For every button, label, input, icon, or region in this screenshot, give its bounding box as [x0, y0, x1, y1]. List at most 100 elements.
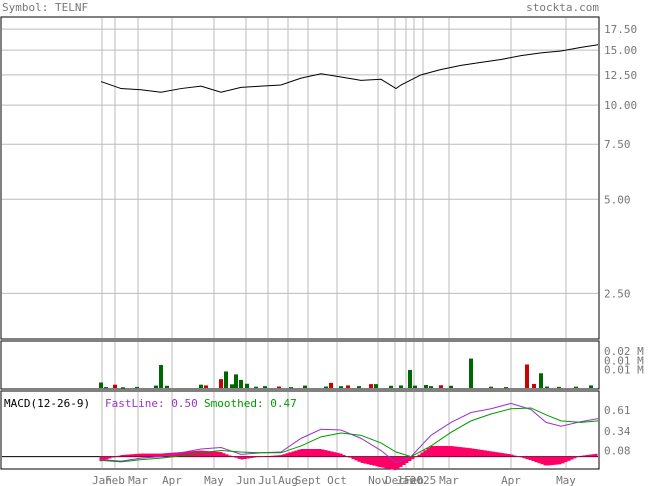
- macd-histogram-bar: [402, 456, 406, 466]
- macd-histogram-bar: [582, 455, 586, 457]
- macd-histogram-bar: [399, 456, 403, 467]
- volume-bar: [303, 385, 307, 388]
- macd-histogram-bar: [309, 449, 313, 457]
- volume-bar: [324, 386, 328, 388]
- volume-bars: [99, 358, 593, 389]
- macd-histogram-bar: [135, 453, 139, 457]
- x-tick-label: Feb: [105, 474, 125, 486]
- volume-bar: [389, 385, 393, 388]
- macd-histogram-bar: [489, 451, 493, 457]
- volume-bar: [104, 387, 108, 389]
- volume-tick-label: 0.01 M: [604, 364, 644, 377]
- volume-bar: [329, 382, 333, 388]
- price-tick-label: 17.50: [604, 23, 637, 36]
- macd-histogram-bar: [471, 448, 475, 457]
- macd-histogram-bar: [336, 452, 340, 457]
- volume-bar: [219, 379, 223, 388]
- macd-smoothed-label: Smoothed: 0.47: [204, 397, 297, 410]
- macd-histogram-bar: [357, 456, 361, 462]
- macd-histogram-bar: [435, 445, 439, 457]
- macd-histogram-bar: [234, 456, 238, 458]
- macd-histogram-bar: [420, 452, 424, 457]
- macd-histogram-bar: [249, 456, 253, 459]
- macd-histogram-bar: [213, 451, 217, 457]
- macd-histogram-bar: [429, 445, 433, 457]
- site-link[interactable]: stockta.com: [526, 1, 599, 14]
- macd-histogram-bar: [459, 447, 463, 457]
- macd-histogram-bar: [522, 456, 526, 459]
- macd-histogram-bar: [261, 456, 265, 457]
- macd-histogram-bar: [204, 450, 208, 457]
- volume-bar: [539, 373, 543, 388]
- macd-histogram-bar: [330, 451, 334, 457]
- macd-histogram-bar: [513, 455, 517, 457]
- price-tick-label: 7.50: [604, 138, 631, 151]
- volume-bar: [429, 386, 433, 388]
- symbol-label: Symbol: TELNF: [2, 1, 88, 14]
- volume-bar: [263, 386, 267, 388]
- macd-histogram-bar: [156, 453, 160, 457]
- macd-histogram-bar: [300, 449, 304, 457]
- macd-histogram-bar: [576, 456, 580, 458]
- macd-histogram-bar: [405, 456, 409, 464]
- macd-histogram-bar: [477, 449, 481, 457]
- macd-histogram-bar: [450, 446, 454, 457]
- macd-histogram-bar: [201, 450, 205, 457]
- volume-bar: [154, 385, 158, 388]
- macd-histogram-bar: [291, 451, 295, 457]
- macd-histogram-bar: [534, 456, 538, 463]
- macd-histogram-bar: [180, 451, 184, 457]
- macd-histogram-bar: [594, 453, 598, 457]
- macd-axis: 0.61 0.34 0.08: [604, 404, 631, 457]
- x-tick-label: May: [556, 474, 576, 486]
- macd-histogram-bar: [210, 451, 214, 457]
- x-tick-label: Mar: [439, 474, 459, 486]
- macd-histogram-bar: [264, 456, 268, 457]
- price-tick-label: 5.00: [604, 193, 631, 206]
- macd-histogram-bar: [468, 448, 472, 457]
- x-tick-label: Apr: [162, 474, 182, 486]
- macd-histogram-bar: [117, 455, 121, 457]
- macd-histogram-bar: [303, 449, 307, 457]
- x-tick-label: Apr: [501, 474, 521, 486]
- macd-histogram-bar: [315, 449, 319, 457]
- volume-bar: [369, 384, 373, 388]
- macd-histogram-bar: [297, 449, 301, 457]
- macd-smoothed-line: [100, 407, 599, 463]
- macd-histogram-bar: [465, 447, 469, 457]
- macd-histogram-bar: [564, 456, 568, 463]
- macd-histogram-bar: [510, 454, 514, 457]
- volume-bar: [165, 385, 169, 388]
- volume-bar: [574, 386, 578, 388]
- macd-histogram-bar: [105, 456, 109, 460]
- volume-bar: [346, 385, 350, 388]
- macd-histogram-bar: [579, 455, 583, 457]
- volume-bar: [204, 385, 208, 388]
- macd-histogram-bar: [390, 456, 394, 470]
- macd-histogram-bar: [411, 456, 415, 459]
- macd-histogram-bar: [492, 451, 496, 457]
- macd-histogram-bar: [519, 456, 523, 458]
- macd-histogram-bar: [282, 454, 286, 457]
- macd-histogram-bar: [408, 456, 412, 462]
- macd-histogram-bar: [354, 456, 358, 461]
- volume-bar: [504, 387, 508, 389]
- volume-bar: [234, 374, 238, 388]
- macd-histogram-bar: [276, 455, 280, 457]
- macd-histogram-bar: [570, 456, 574, 460]
- volume-bar: [469, 358, 473, 388]
- macd-histogram-bar: [144, 453, 148, 457]
- x-tick-label: Sept: [295, 474, 322, 486]
- macd-histogram-bar: [387, 456, 391, 469]
- volume-bar: [357, 386, 361, 388]
- macd-histogram-bar: [351, 456, 355, 460]
- x-tick-label: Jan: [396, 474, 416, 486]
- macd-histogram-bar: [441, 445, 445, 457]
- volume-bar: [224, 371, 228, 388]
- volume-bar: [230, 384, 234, 388]
- macd-histogram-bar: [153, 453, 157, 457]
- x-tick-label: May: [204, 474, 224, 486]
- macd-histogram-bar: [231, 456, 235, 458]
- macd-histogram-bar: [531, 456, 535, 462]
